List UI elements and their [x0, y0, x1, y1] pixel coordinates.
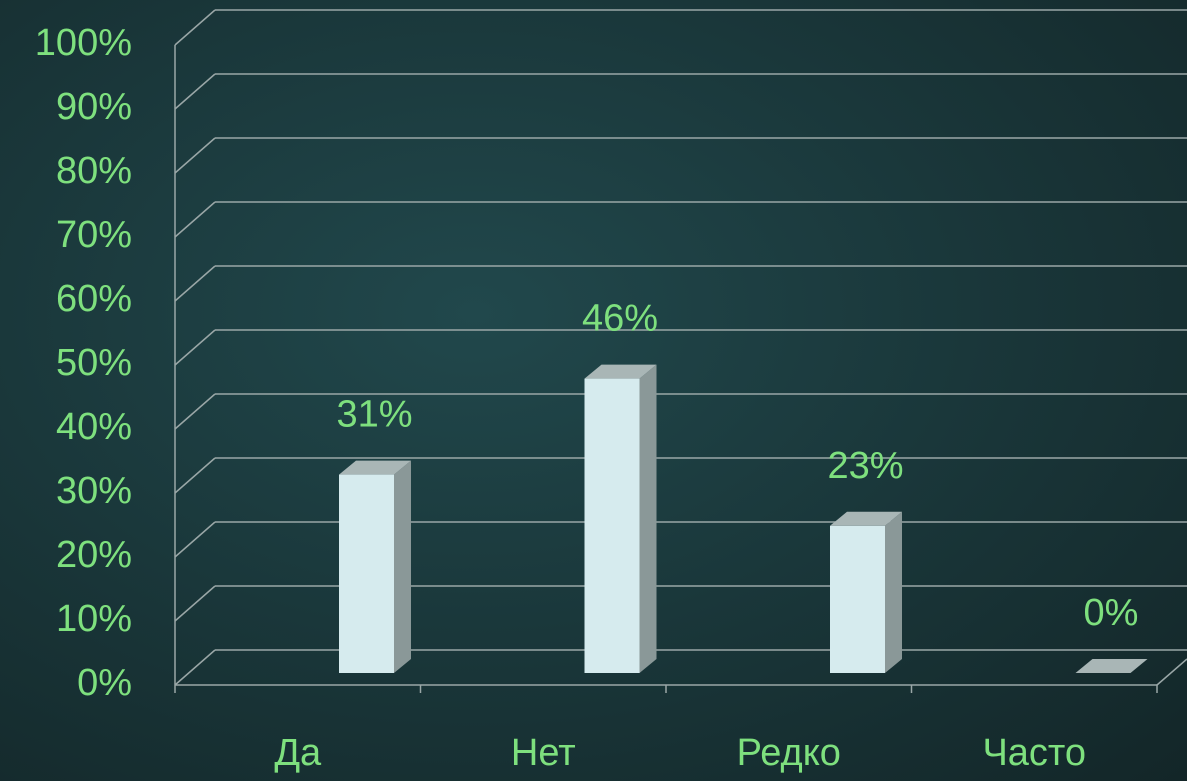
grid-line [174, 137, 216, 174]
bar [830, 525, 885, 673]
y-tick-label: 100% [35, 22, 132, 64]
bar-side [885, 511, 902, 673]
bar-top [584, 364, 657, 379]
y-tick-label: 0% [77, 662, 132, 704]
grid-line [174, 201, 216, 238]
x-tick-label: Да [274, 732, 322, 774]
y-tick-label: 50% [56, 342, 132, 384]
bar-top [1075, 659, 1148, 673]
grid-line [174, 393, 216, 430]
axis-line [1156, 658, 1187, 686]
y-tick-label: 30% [56, 470, 132, 512]
grid-line [174, 73, 216, 110]
y-tick-label: 20% [56, 534, 132, 576]
x-tick-label: Редко [737, 732, 841, 774]
bar [339, 474, 394, 673]
y-tick-label: 10% [56, 598, 132, 640]
y-tick-label: 80% [56, 150, 132, 192]
value-label: 31% [336, 394, 412, 436]
value-label: 23% [827, 445, 903, 487]
grid-line [174, 521, 216, 558]
y-tick-label: 90% [56, 86, 132, 128]
bar-top [339, 460, 411, 475]
x-tick-label: Часто [982, 732, 1086, 774]
value-label: 0% [1084, 592, 1139, 634]
grid-line [174, 329, 216, 366]
bar [584, 378, 640, 673]
x-tick-label: Нет [511, 732, 576, 774]
grid-line [174, 585, 216, 622]
bar-top [830, 511, 902, 526]
value-label: 46% [582, 298, 658, 340]
grid-line [174, 9, 216, 46]
grid-line [174, 265, 216, 302]
bar-side [639, 364, 657, 673]
grid-line [174, 457, 216, 494]
bar-side [394, 460, 411, 673]
y-tick-label: 40% [56, 406, 132, 448]
y-tick-label: 60% [56, 278, 132, 320]
y-tick-label: 70% [56, 214, 132, 256]
grid-line [174, 649, 216, 686]
